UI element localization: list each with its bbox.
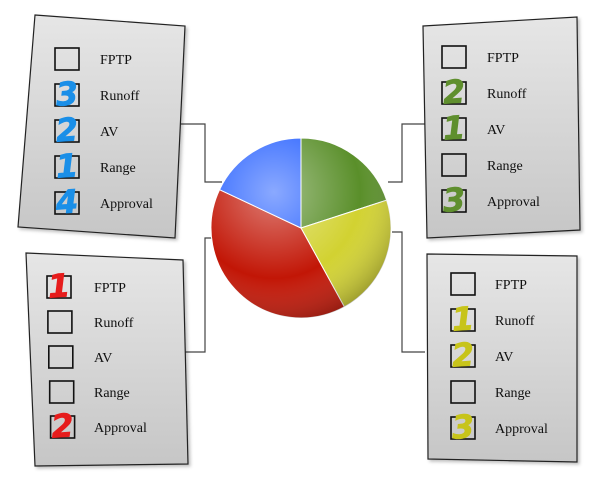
pie-chart [210,137,392,319]
rank-mark: 1 [54,146,79,185]
checkbox [441,189,467,213]
ballot-paper [426,253,578,463]
option-label: FPTP [487,51,519,66]
option-label: AV [94,351,112,366]
option-label: Range [94,386,130,401]
option-label: AV [100,125,118,140]
rank-mark: 1 [450,299,475,338]
rank-mark: 3 [450,407,475,446]
rank-mark: 2 [450,335,475,374]
option-label: Approval [487,195,540,210]
option-label: Approval [495,422,548,437]
option-label: Range [487,159,523,174]
ballot-card-top-right: FPTP Runoff 2 AV 1 Range Approval 3 [422,16,581,239]
option-label: AV [495,350,513,365]
checkbox [54,119,80,143]
checkbox [441,153,467,177]
rank-mark: 4 [54,182,80,222]
checkbox [49,415,76,439]
checkbox [47,345,74,369]
option-label: Approval [94,421,147,436]
checkbox [450,380,476,404]
rank-mark: 3 [441,180,466,219]
option-label: Runoff [94,316,134,331]
option-label: Runoff [495,314,535,329]
checkbox [450,308,476,332]
checkbox [450,416,476,440]
ballot-card-bottom-right: FPTP Runoff 1 AV 2 Range Approval 3 [426,253,578,463]
checkbox [441,81,467,105]
checkbox [441,45,467,69]
option-label: FPTP [94,281,126,296]
ballot-cards: FPTP Runoff 3 AV 2 Range 1 Approval 4 FPTP Runoff 2… [17,14,581,467]
checkbox [441,117,467,141]
ballot-card-top-left: FPTP Runoff 3 AV 2 Range 1 Approval 4 [17,14,186,239]
rank-mark: 2 [441,72,466,111]
option-label: FPTP [495,278,527,293]
checkbox [450,344,476,368]
ballot-paper [25,252,189,467]
option-label: Range [495,386,531,401]
checkbox [47,310,73,334]
option-label: AV [487,123,505,138]
rank-mark: 3 [54,74,79,113]
connector-top-right [388,123,425,183]
checkbox [48,380,75,404]
option-label: Runoff [100,89,140,104]
checkbox [46,275,72,299]
checkbox [54,83,80,107]
rank-mark: 1 [46,266,71,305]
option-label: Range [100,161,136,176]
option-label: Runoff [487,87,527,102]
rank-mark: 1 [441,108,466,147]
rank-mark: 2 [50,406,75,445]
checkbox [54,191,80,215]
option-label: Approval [100,197,153,212]
checkbox [54,47,80,71]
rank-mark: 2 [54,110,79,149]
checkbox [54,155,80,179]
option-label: FPTP [100,53,132,68]
checkbox [450,272,476,296]
ballot-paper [422,16,581,239]
connector-bottom-right [392,231,425,353]
connector-bottom-left [180,237,215,353]
connector-top-left [180,123,222,183]
ballot-card-bottom-left: FPTP 1 Runoff AV Range Approval 2 [25,252,189,467]
